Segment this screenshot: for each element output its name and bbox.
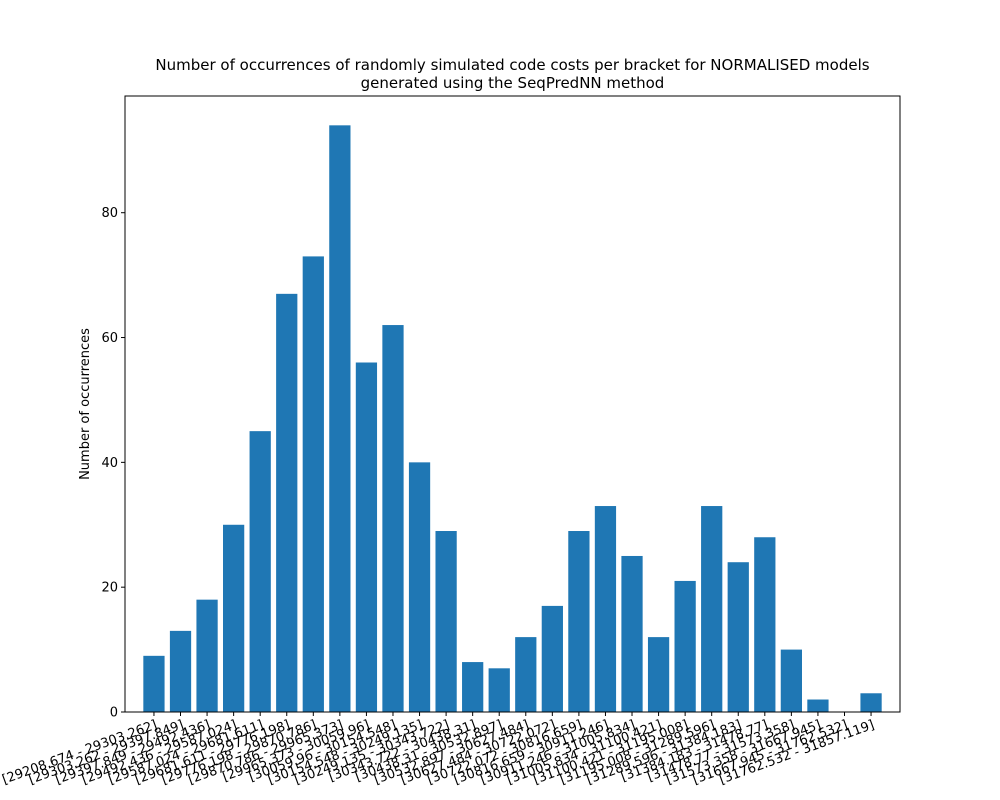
bar bbox=[780, 649, 802, 712]
bar bbox=[462, 662, 484, 712]
bar bbox=[249, 431, 271, 712]
y-tick-label: 40 bbox=[101, 456, 118, 471]
bar bbox=[488, 668, 510, 712]
bar bbox=[515, 637, 537, 712]
bar bbox=[223, 524, 245, 712]
bar bbox=[435, 531, 457, 712]
y-tick-label: 80 bbox=[101, 206, 118, 221]
bar bbox=[727, 562, 749, 712]
bar bbox=[701, 506, 723, 712]
bar bbox=[355, 362, 378, 712]
bar bbox=[860, 693, 882, 712]
bar bbox=[408, 462, 431, 712]
bar bbox=[196, 599, 218, 712]
y-axis-label: Number of occurrences bbox=[78, 328, 93, 480]
bar bbox=[276, 293, 298, 712]
bar bbox=[594, 506, 617, 712]
bar bbox=[568, 531, 590, 712]
bar bbox=[621, 555, 643, 712]
chart-title-line-2: generated using the SeqPredNN method bbox=[361, 74, 665, 92]
bar bbox=[807, 699, 829, 712]
bar bbox=[541, 605, 563, 712]
bar bbox=[674, 580, 696, 712]
chart-title-line-1: Number of occurrences of randomly simula… bbox=[155, 56, 869, 74]
bar bbox=[382, 325, 404, 712]
y-tick-label: 60 bbox=[101, 331, 118, 346]
bar bbox=[329, 125, 351, 712]
bar bbox=[302, 256, 324, 712]
bar bbox=[143, 655, 165, 712]
bar bbox=[754, 537, 776, 712]
y-tick-label: 20 bbox=[101, 581, 118, 596]
y-tick-label: 0 bbox=[110, 706, 118, 721]
plot-frame bbox=[124, 95, 901, 713]
bar bbox=[169, 630, 192, 712]
bar bbox=[647, 637, 670, 712]
